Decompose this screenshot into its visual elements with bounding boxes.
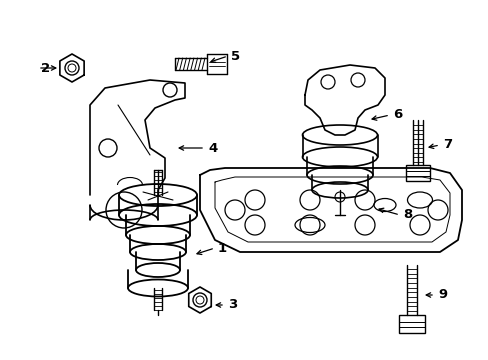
Text: 9: 9 [437,288,446,302]
Bar [398,315,424,333]
Text: 4: 4 [207,141,217,154]
Bar [405,165,429,181]
Text: 1: 1 [218,242,226,255]
Text: 5: 5 [230,49,240,63]
Text: 8: 8 [402,208,411,221]
Text: 6: 6 [392,108,402,122]
Text: 3: 3 [227,298,237,311]
Text: 7: 7 [442,139,451,152]
Text: 2: 2 [41,62,50,75]
